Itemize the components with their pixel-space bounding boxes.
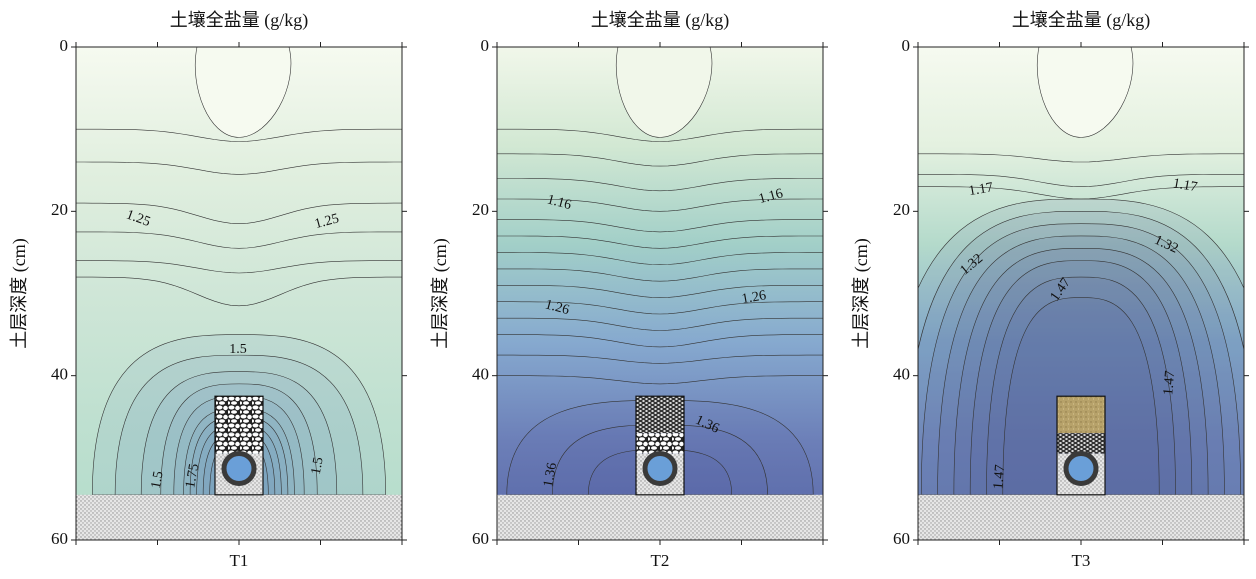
contour-line	[497, 317, 823, 331]
contour-label: 1.26	[741, 288, 768, 307]
y-tick-label: 40	[51, 365, 68, 384]
contour-line	[1036, 47, 1134, 138]
contour-line	[76, 128, 402, 142]
plot-area	[918, 47, 1244, 540]
contour-label: 1.16	[545, 192, 573, 213]
contour-line	[918, 174, 1244, 188]
contour-line	[194, 47, 292, 138]
contour-label: 1.5	[229, 342, 247, 357]
y-tick-label: 40	[472, 365, 489, 384]
contour-band	[986, 276, 1176, 496]
contour-band	[969, 260, 1193, 496]
soil-layer	[76, 494, 402, 540]
contour-line	[497, 252, 823, 266]
pipe	[1063, 451, 1099, 487]
contour-band	[937, 235, 1225, 496]
x-axis-label: T3	[1072, 551, 1091, 570]
contour-line	[76, 276, 402, 307]
device-frame	[1056, 395, 1106, 496]
device-mid	[636, 433, 684, 454]
y-tick-label: 60	[472, 529, 489, 548]
x-axis-label: T2	[651, 551, 670, 570]
y-tick-label: 60	[51, 529, 68, 548]
contour-line	[615, 47, 713, 138]
contour-label: 1.47	[1161, 370, 1178, 396]
y-tick-label: 20	[893, 200, 910, 219]
contour-label: 1.5	[149, 470, 167, 490]
contour-line	[497, 153, 823, 167]
y-tick-label: 20	[51, 200, 68, 219]
contour-line	[497, 334, 823, 348]
device-top	[215, 396, 263, 434]
contour-line	[918, 153, 1244, 163]
soil-layer	[918, 494, 1244, 540]
contour-label: 1.36	[541, 462, 560, 489]
chart-title: 土壤全盐量 (g/kg)	[1012, 10, 1151, 31]
soil-layer	[497, 494, 823, 540]
contour-line	[76, 260, 402, 274]
contour-label: 1.16	[757, 186, 785, 207]
device-top	[636, 396, 684, 434]
y-tick-label: 40	[893, 365, 910, 384]
y-tick-label: 60	[893, 529, 910, 548]
device-mid	[1057, 433, 1105, 454]
contour-line	[497, 178, 823, 192]
contour-line	[76, 231, 402, 249]
y-axis-label: 土层深度 (cm)	[430, 238, 451, 348]
device-frame	[214, 395, 264, 496]
contour-line	[76, 202, 402, 225]
chart-title: 土壤全盐量 (g/kg)	[170, 10, 309, 31]
y-tick-label: 0	[902, 36, 911, 55]
contour-label: 1.75	[183, 463, 202, 490]
contour-band	[918, 211, 1244, 496]
y-axis-label: 土层深度 (cm)	[851, 238, 872, 348]
device-mid	[215, 433, 263, 454]
contour-line	[497, 375, 823, 385]
pipe	[642, 451, 678, 487]
y-tick-label: 20	[472, 200, 489, 219]
chart-title: 土壤全盐量 (g/kg)	[591, 10, 730, 31]
device-frame	[635, 395, 685, 496]
y-axis-label: 土层深度 (cm)	[9, 238, 30, 348]
contour-line	[76, 161, 402, 175]
contour-line	[918, 186, 1244, 200]
contour-band	[953, 248, 1209, 496]
contour-line	[497, 285, 823, 298]
contour-line	[497, 268, 823, 282]
contour-label: 1.26	[543, 297, 571, 318]
contour-label: 1.17	[968, 180, 995, 199]
y-tick-label: 0	[481, 36, 490, 55]
contour-line	[497, 235, 823, 249]
contour-label: 1.25	[313, 211, 341, 232]
contour-label: 1.47	[991, 464, 1008, 490]
contour-line	[497, 354, 823, 364]
contour-line	[497, 198, 823, 212]
contour-band	[920, 223, 1242, 496]
y-tick-label: 0	[60, 36, 69, 55]
x-axis-label: T1	[230, 551, 249, 570]
contour-label: 1.5	[309, 456, 327, 476]
pipe	[221, 451, 257, 487]
contour-line	[497, 301, 823, 315]
device-top	[1057, 396, 1105, 434]
contour-line	[497, 219, 823, 233]
contour-label: 1.17	[1172, 176, 1199, 195]
contour-line	[497, 128, 823, 142]
